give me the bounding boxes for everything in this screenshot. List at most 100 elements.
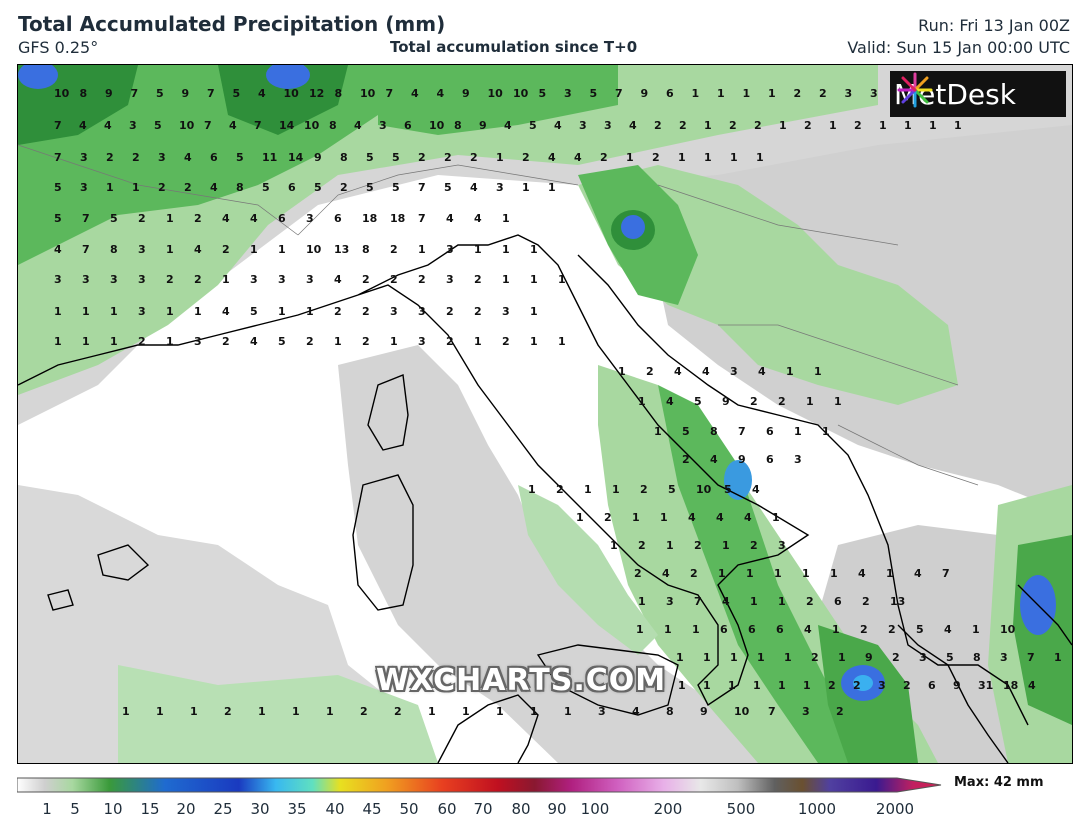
map-value: 9 (953, 679, 961, 692)
map-value: 1 (676, 651, 684, 664)
map-value: 1 (778, 595, 786, 608)
map-value: 1 (703, 679, 711, 692)
map-value: 7 (254, 119, 262, 132)
map-value: 1 (576, 511, 584, 524)
map-value: 5 (946, 651, 954, 664)
map-value: 9 (738, 453, 746, 466)
map-value: 1 (82, 305, 90, 318)
map-value: 4 (446, 212, 454, 225)
tick-label-1: 1 (42, 800, 52, 818)
tick-label-100: 100 (580, 800, 610, 818)
coast-sicily (536, 644, 679, 716)
map-value: 4 (504, 119, 512, 132)
map-value: 4 (210, 181, 218, 194)
map-value: 2 (362, 273, 370, 286)
color-scale-ticks: 1 5 10 15 20 25 30 35 40 45 50 60 70 80 90 100 200 500 100… (17, 800, 937, 820)
map-value: 1 (428, 705, 436, 718)
border-alps (297, 164, 579, 236)
map-value: 3 (496, 181, 504, 194)
map-value: 2 (888, 623, 896, 636)
map-value: 2 (474, 305, 482, 318)
map-value: 1 (110, 305, 118, 318)
map-value: 1 (250, 243, 258, 256)
map-value: 2 (750, 395, 758, 408)
map-value: 4 (804, 623, 812, 636)
map-value: 1 (334, 335, 342, 348)
map-value: 5 (236, 151, 244, 164)
map-value: 1 (806, 395, 814, 408)
map-value: 2 (646, 365, 654, 378)
map-value: 2 (804, 119, 812, 132)
map-value: 2 (334, 305, 342, 318)
map-value: 1 (558, 335, 566, 348)
map-value: 2 (194, 273, 202, 286)
map-value: 8 (666, 705, 674, 718)
map-value: 1 (166, 212, 174, 225)
map-value: 2 (418, 273, 426, 286)
map-value: 4 (722, 595, 730, 608)
map-value: 4 (744, 511, 752, 524)
coastlines (18, 234, 1072, 763)
tick-label-1000: 1000 (797, 800, 837, 818)
map-value: 4 (334, 273, 342, 286)
borders (18, 144, 979, 486)
map-value: 3 (390, 305, 398, 318)
map-value: 5 (54, 181, 62, 194)
map-value: 7 (54, 119, 62, 132)
map-value: 2 (682, 453, 690, 466)
map-value: 2 (138, 335, 146, 348)
map-value: 1 (278, 243, 286, 256)
map-value: 1 (794, 425, 802, 438)
map-value: 10 (284, 87, 300, 100)
map-value: 1 (722, 539, 730, 552)
map-value: 1 (54, 335, 62, 348)
map-value: 14 (279, 119, 295, 132)
map-value: 2 (222, 243, 230, 256)
map-value: 3 (564, 87, 572, 100)
map-value: 6 (834, 595, 842, 608)
map-value: 8 (454, 119, 462, 132)
map-value: 2 (390, 273, 398, 286)
map-value: 2 (106, 151, 114, 164)
map-value: 4 (437, 87, 445, 100)
map-value: 5 (366, 181, 374, 194)
map-value: 1 (768, 87, 776, 100)
map-value: 8 (236, 181, 244, 194)
tick-label-200: 200 (653, 800, 683, 818)
map-value: 4 (104, 119, 112, 132)
map-value: 1 (886, 567, 894, 580)
map-value: 1 (1054, 651, 1062, 664)
map-value: 1 (692, 87, 700, 100)
map-value: 3 (778, 539, 786, 552)
map-value: 2 (729, 119, 737, 132)
map-value: 4 (79, 119, 87, 132)
map-value: 6 (404, 119, 412, 132)
map-value: 3 (250, 273, 258, 286)
map-value: 7 (131, 87, 139, 100)
map-value: 1 (110, 335, 118, 348)
color-scale-gradient (17, 777, 942, 793)
map-value: 4 (250, 212, 258, 225)
map-value: 1 (530, 705, 538, 718)
map-value: 8 (110, 243, 118, 256)
map-value: 2 (694, 539, 702, 552)
map-value: 1 (390, 335, 398, 348)
precip-area-lightgreen-sicily-channel (118, 665, 438, 763)
map-value: 1 (703, 651, 711, 664)
map-value: 10 (304, 119, 320, 132)
map-value: 5 (154, 119, 162, 132)
map-value: 3 (82, 273, 90, 286)
precip-core-gargano (724, 460, 752, 500)
map-value: 4 (710, 453, 718, 466)
map-value: 3 (604, 119, 612, 132)
precipitation-map[interactable]: 1089759754101281074491010535796111122331… (17, 64, 1073, 764)
map-value: 9 (479, 119, 487, 132)
map-value: 4 (250, 335, 258, 348)
map-value: 1 (156, 705, 164, 718)
map-value: 1 (717, 87, 725, 100)
map-value: 2 (828, 679, 836, 692)
map-value: 1 (278, 305, 286, 318)
map-value: 1 (326, 705, 334, 718)
map-value: 5 (366, 151, 374, 164)
map-value: 2 (474, 273, 482, 286)
